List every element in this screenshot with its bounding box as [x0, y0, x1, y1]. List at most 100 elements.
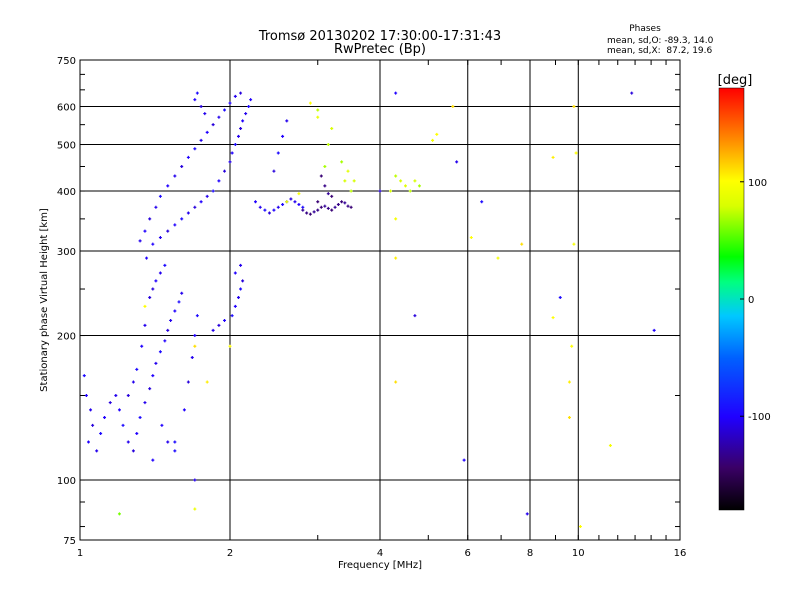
data-point — [572, 242, 576, 246]
data-point — [143, 229, 147, 233]
data-point — [205, 380, 209, 384]
data-point — [258, 205, 262, 209]
x-tick-label: 16 — [674, 548, 687, 559]
data-point — [399, 179, 403, 183]
y-tick-label: 300 — [57, 247, 76, 258]
data-point — [173, 223, 177, 227]
data-point — [193, 98, 197, 102]
data-point — [86, 440, 90, 444]
data-point — [520, 242, 524, 246]
y-tick-label: 200 — [57, 332, 76, 343]
data-point — [99, 432, 103, 436]
data-point — [154, 205, 158, 209]
data-point — [173, 174, 177, 178]
data-point — [394, 217, 398, 221]
data-point — [330, 126, 334, 130]
data-point — [223, 318, 227, 322]
data-point — [163, 263, 167, 267]
data-point — [336, 202, 340, 206]
data-point — [148, 217, 152, 221]
data-point — [143, 401, 147, 405]
data-point — [138, 239, 142, 243]
data-point — [143, 304, 147, 308]
data-point — [289, 197, 293, 201]
data-point — [163, 339, 167, 343]
data-point — [343, 201, 347, 205]
data-point — [195, 314, 199, 318]
data-point — [608, 444, 612, 448]
data-point — [349, 189, 353, 193]
data-point — [148, 296, 152, 300]
data-point — [193, 344, 197, 348]
data-point — [177, 300, 181, 304]
data-point — [551, 155, 555, 159]
data-point — [394, 91, 398, 95]
data-point — [652, 328, 656, 332]
phases-o-line: mean, sd,O: -89.3, 14.0 — [607, 36, 714, 46]
colorbar-label: [deg] — [718, 73, 753, 88]
y-tick-label: 600 — [57, 103, 76, 114]
data-point — [551, 316, 555, 320]
data-point — [272, 208, 276, 212]
data-point — [173, 440, 177, 444]
data-point — [297, 192, 301, 196]
data-point — [413, 179, 417, 183]
data-point — [249, 98, 253, 102]
x-tick-label: 10 — [572, 548, 585, 559]
data-point — [469, 236, 473, 240]
data-point — [349, 205, 353, 209]
data-point — [151, 242, 155, 246]
data-point — [131, 449, 135, 453]
data-point — [417, 184, 421, 188]
data-point — [308, 212, 312, 216]
colorbar-tick-label: 100 — [748, 178, 767, 189]
y-tick-label: 100 — [57, 476, 76, 487]
data-point — [435, 132, 439, 136]
data-point — [451, 105, 455, 109]
data-point — [301, 208, 305, 212]
data-point — [140, 344, 144, 348]
data-point — [199, 105, 203, 109]
data-point — [180, 217, 184, 221]
data-point — [285, 119, 289, 123]
data-point — [267, 211, 271, 215]
data-point — [236, 134, 240, 138]
axis-ticks: 1 2 4 6 8 10 16 75 100 200 300 400 500 600 750 — [57, 56, 686, 559]
data-point — [236, 296, 240, 300]
data-point — [578, 525, 582, 529]
data-point — [567, 380, 571, 384]
data-point — [431, 138, 435, 142]
data-point — [193, 334, 197, 338]
data-point — [323, 204, 327, 208]
data-point — [305, 211, 309, 215]
data-point — [572, 105, 576, 109]
x-tick-label: 6 — [465, 548, 471, 559]
data-point — [394, 256, 398, 260]
data-point — [180, 164, 184, 168]
colorbar — [718, 87, 745, 511]
data-point — [143, 323, 147, 327]
data-point — [186, 380, 190, 384]
data-point — [145, 256, 149, 260]
data-point — [166, 440, 170, 444]
data-point — [160, 423, 164, 427]
data-point — [285, 200, 289, 204]
y-tick-label: 75 — [63, 536, 76, 547]
data-point — [378, 189, 382, 193]
data-point — [186, 155, 190, 159]
data-point — [158, 350, 162, 354]
data-point — [630, 91, 634, 95]
data-point — [326, 206, 330, 210]
data-point — [241, 119, 245, 123]
data-point — [233, 304, 237, 308]
grid-lines — [80, 60, 680, 540]
data-point — [346, 169, 350, 173]
data-point — [230, 314, 234, 318]
data-point — [117, 512, 121, 516]
data-point — [263, 208, 267, 212]
data-point — [223, 108, 227, 112]
data-point — [297, 202, 301, 206]
data-point — [480, 200, 484, 204]
